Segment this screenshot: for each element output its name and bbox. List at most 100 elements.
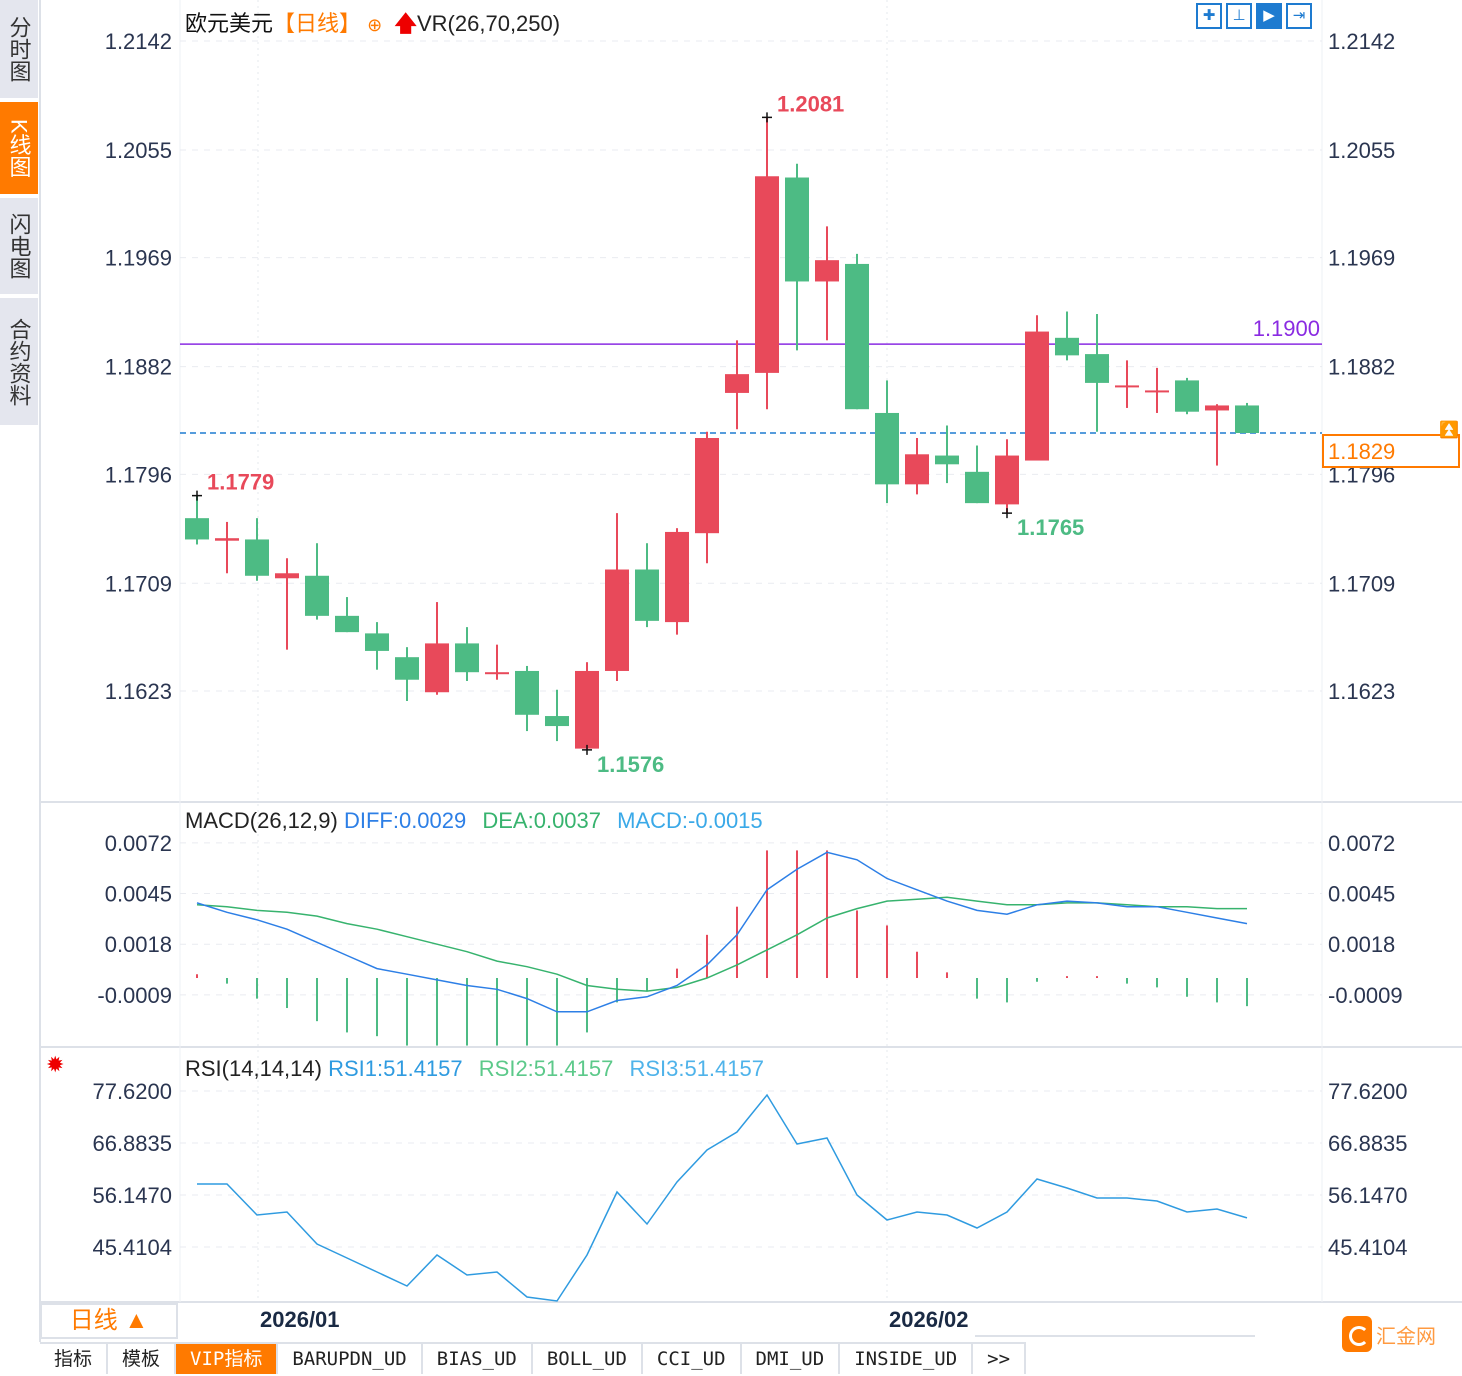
y-tick-label-right: 1.1709 [1328,571,1395,596]
axis-range-icon[interactable]: ⊥ [1226,3,1252,29]
y-tick-label-left: 1.1882 [105,355,172,380]
candle-down [1235,405,1259,434]
extreme-price-label: 1.2081 [777,91,844,116]
tab-more[interactable]: >> [973,1344,1027,1374]
tab-dmi[interactable]: DMI_UD [742,1344,841,1374]
y-tick-label-left: 0.0018 [105,932,172,957]
candle-down [875,412,899,485]
candle-down [935,455,959,465]
extreme-price-label: 1.1576 [597,752,664,777]
scroll-to-end-icon[interactable]: ⇥ [1286,3,1312,29]
candle-up [1115,385,1139,388]
rsi2-value: RSI2:51.4157 [478,1056,614,1081]
period-selector[interactable]: 日线 ▲ [40,1303,178,1339]
tab-indicators[interactable]: 指标 [40,1344,109,1374]
y-tick-label-right: 56.1470 [1328,1183,1408,1208]
y-tick-label-left: 1.1709 [105,571,172,596]
macd-title: MACD(26,12,9) [185,808,338,833]
candle-down [455,643,479,673]
candle-down [635,569,659,621]
y-tick-label-right: 1.2055 [1328,138,1395,163]
crosshair-icon[interactable]: ✚ [1196,3,1222,29]
y-tick-label-right: 1.1969 [1328,246,1395,271]
axis-play-icon[interactable]: ▶ [1256,3,1282,29]
tab-vip-indicators[interactable]: VIP指标 [176,1344,279,1374]
chart-toolbar: ✚ ⊥ ▶ ⇥ [1196,3,1312,29]
tab-inside[interactable]: INSIDE_UD [840,1344,974,1374]
double-up-arrow-icon: ⏫ [1439,420,1459,439]
rsi1-value: RSI1:51.4157 [328,1056,463,1081]
sidebar-item-flash[interactable]: 闪电图 [0,198,38,294]
crosshair-circle-icon[interactable]: ⊕ [367,15,383,35]
macd-legend: MACD(26,12,9) DIFF:0.0029 DEA:0.0037 MAC… [185,808,763,834]
candle-down [185,518,209,540]
level-line-label: 1.1900 [1253,316,1320,341]
candle-up [755,176,779,373]
tab-bias[interactable]: BIAS_UD [423,1344,533,1374]
macd-diff-value: DIFF:0.0029 [343,808,467,833]
candle-down [305,575,329,616]
y-tick-label-right: 0.0072 [1328,831,1395,856]
y-tick-label-right: 1.1882 [1328,355,1395,380]
settings-sun-icon[interactable]: ✹ [46,1052,65,1077]
tab-barupdn[interactable]: BARUPDN_UD [278,1344,423,1374]
sidebar-item-kline[interactable]: K线图 [0,102,38,194]
candle-up [995,455,1019,505]
y-tick-label-left: 1.1623 [105,679,172,704]
y-tick-label-left: 1.2055 [105,138,172,163]
sidebar-item-intraday[interactable]: 分时图 [0,0,38,98]
y-tick-label-left: 0.0072 [105,831,172,856]
extreme-price-label: 1.1765 [1017,515,1084,540]
y-tick-label-left: 1.1796 [105,462,172,487]
extreme-marker [582,744,592,755]
period-label: 【日线】 [273,11,362,36]
y-tick-label-left: 1.2142 [105,29,172,54]
symbol-title: 欧元美元 [185,11,274,36]
last-price-label: 1.1829 [1328,439,1395,464]
red-up-arrow-icon[interactable]: 🡅 [394,11,417,36]
kline-chart[interactable]: 2026/01 2026/02 1.2142 1.2142 1.2055 1.2055 1.… [0,0,1462,1342]
y-tick-label-left: 0.0045 [105,882,172,907]
candle-down [1055,337,1079,356]
sidebar-item-contract-info[interactable]: 合约资料 [0,298,38,425]
y-tick-label-right: 0.0018 [1328,932,1395,957]
y-tick-label-right: -0.0009 [1328,983,1403,1008]
tab-templates[interactable]: 模板 [108,1344,177,1374]
y-tick-label-left: 45.4104 [92,1235,172,1260]
extreme-marker [762,112,772,123]
y-tick-label-left: 66.8835 [92,1131,172,1156]
candle-up [665,531,689,623]
candle-down [335,615,359,633]
indicator-label[interactable]: VR(26,70,250) [417,11,561,36]
tab-boll[interactable]: BOLL_UD [533,1344,643,1374]
dea-line [196,896,1247,992]
candle-down [845,263,869,410]
y-tick-label-right: 0.0045 [1328,882,1395,907]
indicator-tabs: 指标 模板 VIP指标 BARUPDN_UD BIAS_UD BOLL_UD C… [40,1342,1027,1376]
tab-cci[interactable]: CCI_UD [643,1344,742,1374]
candle-up [725,374,749,393]
candle-up [485,672,509,675]
candle-down [1175,380,1199,412]
y-tick-label-left: 56.1470 [92,1183,172,1208]
sidebar: 分时图 K线图 闪电图 合约资料 [0,0,38,1374]
candle-down [245,539,269,576]
y-tick-label-right: 66.8835 [1328,1131,1408,1156]
extreme-marker [192,490,202,501]
last-price-box [1322,434,1460,469]
candle-up [1145,390,1169,393]
y-tick-label-left: 1.1969 [105,246,172,271]
x-tick-label: 2026/02 [889,1307,969,1332]
chart-header: 欧元美元【日线】 ⊕ 🡅VR(26,70,250) [185,6,560,45]
candle-down [515,670,539,715]
rsi3-value: RSI3:51.4157 [629,1056,764,1081]
candle-up [275,573,299,579]
candle-up [905,454,929,485]
rsi-line [197,1093,1248,1302]
candle-up [1025,331,1049,461]
extreme-price-label: 1.1779 [207,470,274,495]
y-tick-label-left: -0.0009 [97,983,172,1008]
candle-up [695,438,719,534]
logo-mark-icon [1342,1316,1372,1352]
rsi-title: RSI(14,14,14) [185,1056,322,1081]
